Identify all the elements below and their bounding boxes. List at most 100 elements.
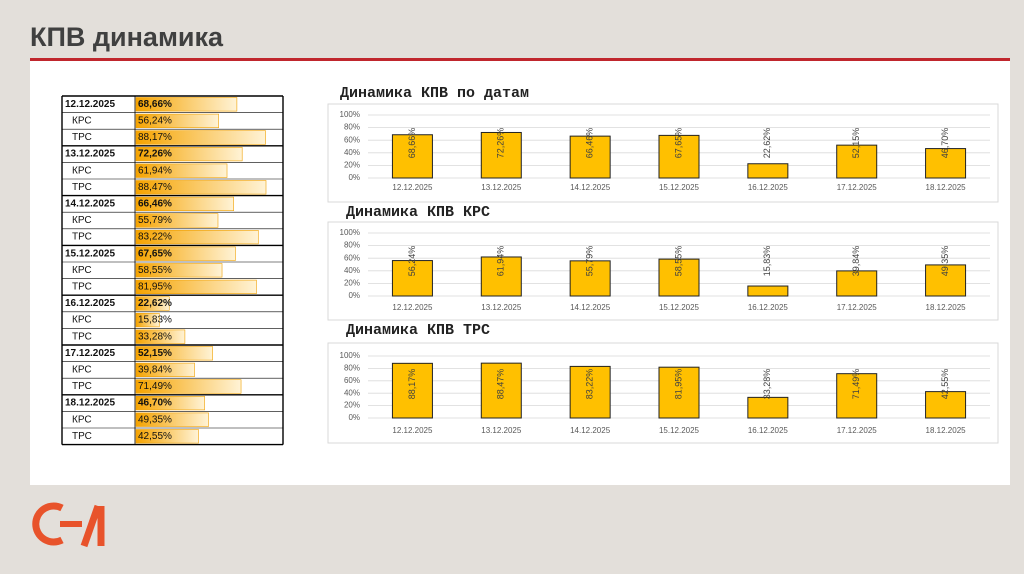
row-value: 39,84% <box>138 365 172 376</box>
data-bar <box>135 263 223 278</box>
bar <box>925 391 967 419</box>
x-tick-label: 12.12.2025 <box>392 303 433 312</box>
bar <box>747 396 789 419</box>
value-label: 39,84% <box>851 246 861 277</box>
value-label: 49,35% <box>940 246 950 277</box>
bar <box>836 373 878 419</box>
data-bar <box>135 113 219 128</box>
chart-title: Динамика КПВ ТРС <box>346 322 490 339</box>
bar <box>925 148 967 179</box>
value-label: 61,94% <box>496 246 506 277</box>
row-value: 22,62% <box>138 298 172 309</box>
bar <box>658 366 700 419</box>
x-tick-label: 14.12.2025 <box>570 183 611 192</box>
value-label: 22,62% <box>762 128 772 159</box>
row-label: 14.12.2025 <box>65 199 115 210</box>
row-value: 56,24% <box>138 116 172 127</box>
title-rule <box>30 58 1010 61</box>
row-value: 88,47% <box>138 182 172 193</box>
x-tick-label: 17.12.2025 <box>837 426 878 435</box>
bar <box>925 264 967 297</box>
bar <box>747 163 789 179</box>
x-tick-label: 14.12.2025 <box>570 303 611 312</box>
data-bar <box>135 429 199 444</box>
data-bar <box>135 213 219 228</box>
y-tick-label: 20% <box>344 161 360 170</box>
value-label: 81,95% <box>673 369 683 400</box>
value-label: 58,55% <box>673 246 683 277</box>
bar <box>480 131 522 179</box>
row-value: 88,17% <box>138 132 172 143</box>
row-value: 42,55% <box>138 431 172 442</box>
y-tick-label: 20% <box>344 279 360 288</box>
row-value: 67,65% <box>138 248 172 259</box>
row-label: ТРС <box>72 282 92 293</box>
row-value: 46,70% <box>138 398 172 409</box>
data-bar <box>135 196 234 212</box>
row-value: 61,94% <box>138 165 172 176</box>
value-label: 67,65% <box>673 128 683 159</box>
x-tick-label: 17.12.2025 <box>837 303 878 312</box>
x-tick-label: 16.12.2025 <box>748 303 789 312</box>
row-value: 72,26% <box>138 149 172 160</box>
data-bar <box>135 412 209 427</box>
row-label: 17.12.2025 <box>65 348 115 359</box>
row-value: 52,15% <box>138 348 172 359</box>
value-label: 52,15% <box>851 128 861 159</box>
row-value: 81,95% <box>138 282 172 293</box>
logo <box>32 502 105 548</box>
slide-title: КПВ динамика <box>30 22 224 52</box>
y-tick-label: 60% <box>344 376 360 385</box>
y-tick-label: 0% <box>348 291 360 300</box>
bar <box>569 260 611 297</box>
data-bar <box>135 230 259 245</box>
bar <box>836 270 878 297</box>
value-label: 68,66% <box>407 128 417 159</box>
x-tick-label: 13.12.2025 <box>481 303 522 312</box>
x-tick-label: 18.12.2025 <box>926 303 967 312</box>
row-label: ТРС <box>72 132 92 143</box>
x-tick-label: 15.12.2025 <box>659 183 700 192</box>
bar <box>480 362 522 419</box>
bar <box>658 258 700 297</box>
row-label: ТРС <box>72 331 92 342</box>
x-tick-label: 16.12.2025 <box>748 426 789 435</box>
row-value: 15,83% <box>138 315 172 326</box>
y-tick-label: 0% <box>348 413 360 422</box>
row-label: КРС <box>72 365 92 376</box>
value-label: 66,46% <box>585 128 595 159</box>
y-tick-label: 80% <box>344 364 360 373</box>
row-value: 83,22% <box>138 232 172 243</box>
row-label: ТРС <box>72 381 92 392</box>
row-value: 49,35% <box>138 414 172 425</box>
y-tick-label: 60% <box>344 253 360 262</box>
value-label: 71,49% <box>851 369 861 400</box>
x-tick-label: 16.12.2025 <box>748 183 789 192</box>
row-label: ТРС <box>72 182 92 193</box>
row-value: 58,55% <box>138 265 172 276</box>
x-tick-label: 18.12.2025 <box>926 426 967 435</box>
row-label: КРС <box>72 116 92 127</box>
value-label: 42,55% <box>940 369 950 400</box>
x-tick-label: 13.12.2025 <box>481 426 522 435</box>
bar <box>658 134 700 179</box>
value-label: 72,26% <box>496 128 506 159</box>
row-value: 33,28% <box>138 331 172 342</box>
row-label: ТРС <box>72 431 92 442</box>
data-bar <box>135 279 257 295</box>
value-label: 56,24% <box>407 246 417 277</box>
row-value: 66,46% <box>138 199 172 210</box>
chart-title: Динамика КПВ КРС <box>346 204 490 221</box>
row-value: 71,49% <box>138 381 172 392</box>
x-tick-label: 12.12.2025 <box>392 426 433 435</box>
row-label: КРС <box>72 265 92 276</box>
y-tick-label: 80% <box>344 241 360 250</box>
logo-slash <box>80 504 102 548</box>
data-bar <box>135 296 170 311</box>
data-bar <box>135 147 243 162</box>
row-label: 13.12.2025 <box>65 149 115 160</box>
value-label: 83,22% <box>585 369 595 400</box>
bar <box>391 134 433 179</box>
